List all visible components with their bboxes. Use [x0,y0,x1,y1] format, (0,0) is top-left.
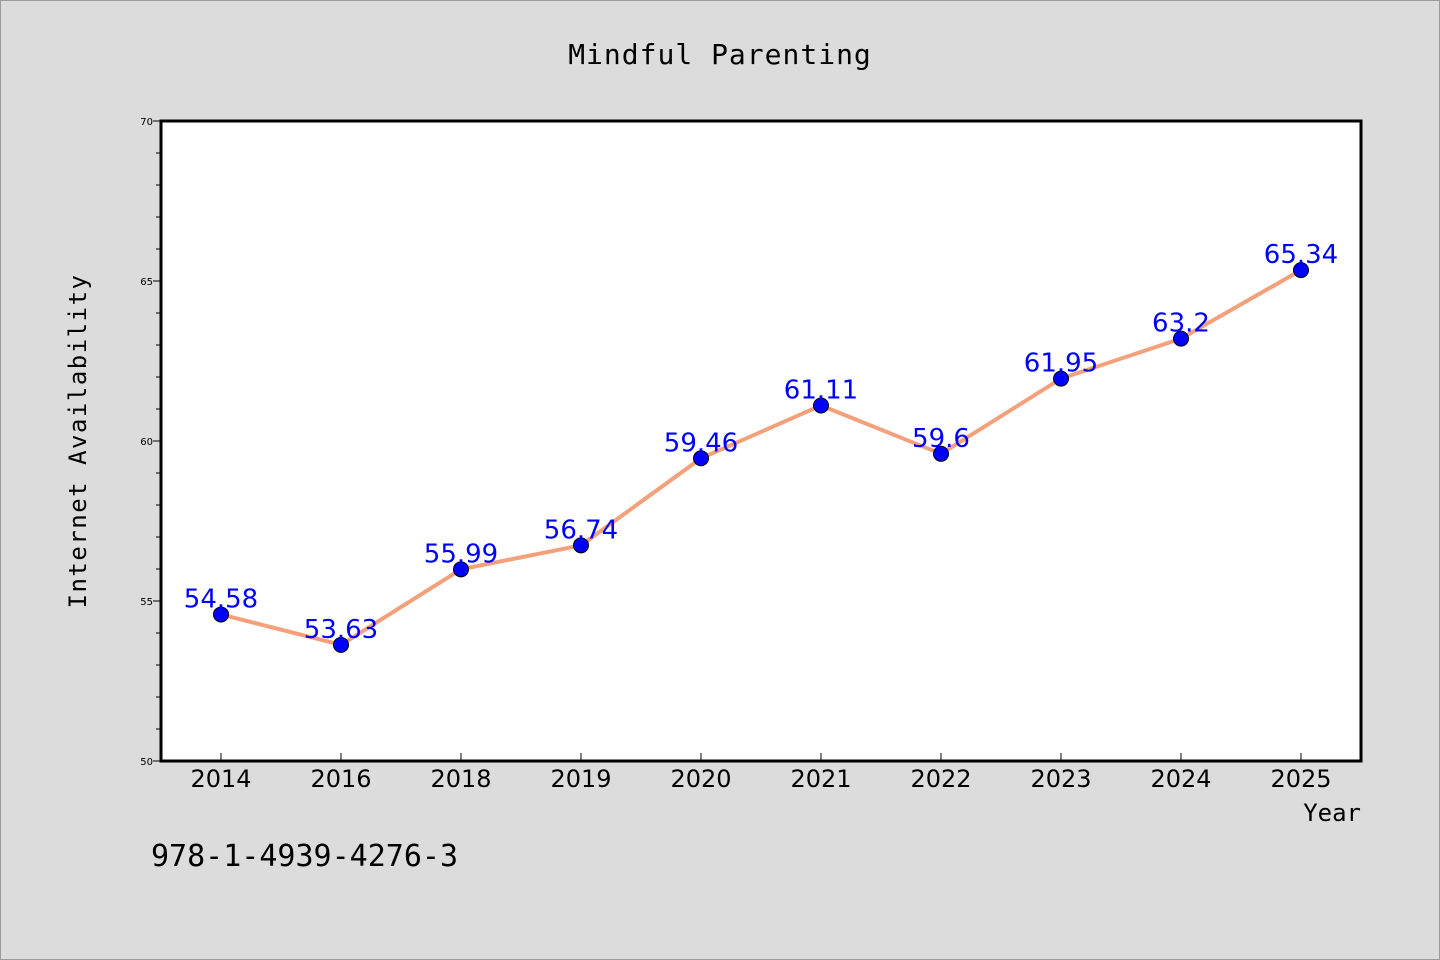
x-axis-label: Year [1303,799,1361,827]
data-label: 54.58 [184,584,258,614]
data-point [213,606,229,623]
series-group [213,262,1309,653]
x-tick-label: 2023 [1030,765,1091,793]
data-label: 61.11 [784,375,858,405]
y-axis-label: Internet Availability [64,274,92,609]
data-point [333,636,349,653]
data-point [1293,262,1309,279]
data-label: 55.99 [424,539,498,569]
data-label: 56.74 [544,515,618,545]
x-tick-label: 2020 [670,765,731,793]
data-label: 59.6 [912,424,970,454]
data-point [453,561,469,578]
data-label: 53.63 [304,615,378,645]
series-line [219,268,1303,647]
x-axis-ticks: 2014 2016 2018 2019 2020 2021 2022 2023 2024 2025 [190,753,1332,793]
data-label: 63.2 [1152,309,1210,339]
y-tick-label: 65 [140,277,153,288]
y-tick-label: 55 [140,597,153,608]
isbn-text: 978-1-4939-4276-3 [151,839,458,874]
x-tick-label: 2019 [550,765,611,793]
data-point [693,450,709,467]
data-point [933,445,949,462]
data-label-group: 54.58 53.63 55.99 56.74 59.46 61.11 59.6 61.95 6… [184,240,1338,645]
plot-area [159,119,1363,763]
x-tick-label: 2021 [790,765,851,793]
data-label: 65.34 [1264,240,1338,270]
y-tick-label: 60 [140,437,153,448]
data-point [1173,330,1189,347]
x-tick-label: 2024 [1150,765,1211,793]
x-tick-label: 2018 [430,765,491,793]
chart-title: Mindful Parenting [568,38,872,71]
x-tick-label: 2025 [1270,765,1331,793]
data-label: 59.46 [664,428,738,458]
data-point [813,397,829,414]
data-point [1053,370,1069,387]
x-tick-label: 2014 [190,765,251,793]
data-point [573,537,589,554]
y-tick-label: 50 [140,757,153,768]
x-tick-label: 2022 [910,765,971,793]
y-tick-label: 70 [140,117,153,128]
data-label: 61.95 [1024,349,1098,379]
x-tick-label: 2016 [310,765,371,793]
y-axis-ticks: 50 55 60 65 70 [140,117,161,768]
